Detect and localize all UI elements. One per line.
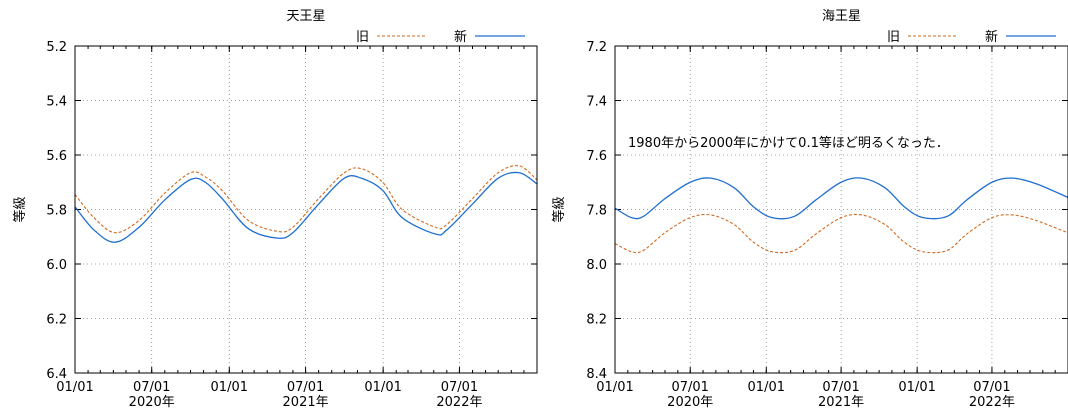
y-tick-label: 5.4 [46,95,67,110]
x-tick-label: 01/01 [898,380,935,395]
y-tick-label: 5.2 [46,40,67,55]
y-tick-label: 6.2 [46,313,67,328]
plot-frame [614,45,1068,374]
y-tick-label: 7.8 [586,204,607,219]
x-tick-year-label: 2022年 [969,395,1015,410]
y-tick-label: 5.8 [46,204,67,219]
y-tick-label: 8.2 [586,313,607,328]
series-line-new [75,171,537,243]
chart-title: 天王星 [286,9,325,24]
y-tick-label: 8.4 [586,367,607,382]
series-line-old [615,213,1068,254]
x-tick-label: 07/01 [441,380,478,395]
y-tick-label: 6.0 [46,258,67,273]
x-tick-year-label: 2021年 [283,395,329,410]
legend-label-old: 旧 [887,30,900,45]
series-line-old [75,165,537,234]
y-tick-label: 6.4 [46,367,67,382]
x-tick-label: 01/01 [56,380,93,395]
x-tick-label: 07/01 [671,380,708,395]
chart-annotation: 1980年から2000年にかけて0.1等ほど明るくなった． [628,135,949,151]
y-tick-label: 5.6 [46,149,67,164]
x-tick-year-label: 2020年 [667,395,713,410]
x-tick-label: 01/01 [596,380,633,395]
y-tick-label: 8.0 [586,258,607,273]
legend-label-new: 新 [985,29,998,45]
x-tick-label: 07/01 [287,380,324,395]
x-tick-label: 07/01 [973,380,1010,395]
plot-frame [74,45,538,374]
x-tick-label: 07/01 [822,380,859,395]
y-tick-label: 7.4 [586,95,607,110]
x-tick-year-label: 2022年 [436,395,482,410]
y-axis-label: 等級 [551,196,567,222]
x-tick-label: 01/01 [364,380,401,395]
x-tick-year-label: 2020年 [129,395,175,410]
series-line-new [615,177,1068,220]
y-tick-label: 7.2 [586,40,607,55]
x-tick-year-label: 2021年 [818,395,864,410]
chart-title: 海王星 [822,9,861,24]
x-tick-label: 07/01 [133,380,170,395]
legend-label-new: 新 [454,29,467,45]
x-tick-label: 01/01 [748,380,785,395]
x-tick-label: 01/01 [211,380,248,395]
legend-label-old: 旧 [356,30,369,45]
y-tick-label: 7.6 [586,149,607,164]
y-axis-label: 等級 [12,196,28,222]
